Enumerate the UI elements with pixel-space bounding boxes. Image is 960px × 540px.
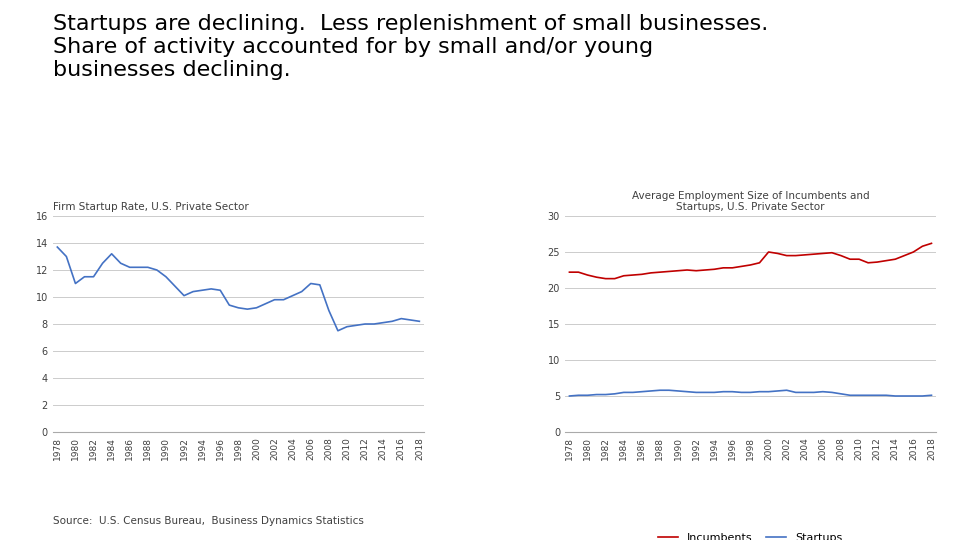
Startups (835, 390, 847, 397)
Incumbents (844, 256, 855, 262)
Incumbents (872, 259, 883, 265)
Startups (636, 388, 648, 395)
Incumbents (907, 249, 919, 255)
Incumbents (745, 262, 756, 268)
Incumbents (808, 251, 820, 258)
Startups (672, 388, 684, 394)
Startups (690, 389, 702, 396)
Incumbents (827, 249, 838, 256)
Incumbents (754, 260, 765, 266)
Incumbents (645, 269, 657, 276)
Startups (654, 387, 665, 394)
Incumbents (600, 275, 612, 282)
Incumbents (636, 271, 648, 278)
Startups (844, 392, 855, 399)
Startups (763, 388, 775, 395)
Incumbents (890, 256, 901, 262)
Incumbents (627, 272, 638, 278)
Incumbents (862, 260, 874, 266)
Incumbents (853, 256, 865, 262)
Startups (917, 393, 928, 399)
Line: Incumbents: Incumbents (569, 244, 931, 279)
Startups (590, 392, 602, 398)
Legend: Incumbents, Startups: Incumbents, Startups (654, 528, 847, 540)
Incumbents (880, 258, 892, 264)
Text: Firm Startup Rate, U.S. Private Sector: Firm Startup Rate, U.S. Private Sector (53, 202, 249, 212)
Startups (663, 387, 675, 394)
Startups (853, 392, 865, 399)
Incumbents (917, 243, 928, 249)
Startups (708, 389, 720, 396)
Startups (817, 388, 828, 395)
Startups (907, 393, 919, 399)
Startups (880, 392, 892, 399)
Startups (745, 389, 756, 396)
Startups (899, 393, 910, 399)
Incumbents (654, 269, 665, 275)
Incumbents (817, 250, 828, 256)
Startups (682, 388, 693, 395)
Incumbents (772, 250, 783, 256)
Incumbents (925, 240, 937, 247)
Incumbents (727, 265, 738, 271)
Startups (799, 389, 810, 396)
Startups (754, 388, 765, 395)
Incumbents (899, 252, 910, 259)
Incumbents (690, 267, 702, 274)
Incumbents (735, 263, 747, 269)
Startups (582, 392, 593, 399)
Startups (717, 388, 729, 395)
Startups (735, 389, 747, 396)
Incumbents (609, 275, 620, 282)
Startups (573, 392, 585, 399)
Incumbents (780, 252, 792, 259)
Startups (827, 389, 838, 396)
Startups (772, 388, 783, 394)
Incumbents (763, 249, 775, 255)
Incumbents (618, 273, 630, 279)
Incumbents (663, 268, 675, 275)
Startups (862, 392, 874, 399)
Title: Average Employment Size of Incumbents and
Startups, U.S. Private Sector: Average Employment Size of Incumbents an… (632, 191, 869, 212)
Startups (618, 389, 630, 396)
Startups (780, 387, 792, 394)
Line: Startups: Startups (569, 390, 931, 396)
Incumbents (717, 265, 729, 271)
Incumbents (573, 269, 585, 275)
Startups (700, 389, 711, 396)
Text: Startups are declining.  Less replenishment of small businesses.
Share of activi: Startups are declining. Less replenishme… (53, 14, 768, 80)
Incumbents (590, 274, 602, 280)
Text: Source:  U.S. Census Bureau,  Business Dynamics Statistics: Source: U.S. Census Bureau, Business Dyn… (53, 516, 364, 526)
Incumbents (835, 252, 847, 259)
Incumbents (672, 267, 684, 274)
Incumbents (708, 266, 720, 273)
Startups (808, 389, 820, 396)
Startups (790, 389, 802, 396)
Incumbents (790, 252, 802, 259)
Startups (645, 388, 657, 394)
Incumbents (582, 272, 593, 278)
Startups (564, 393, 575, 399)
Startups (925, 392, 937, 399)
Startups (890, 393, 901, 399)
Startups (609, 390, 620, 397)
Incumbents (564, 269, 575, 275)
Incumbents (799, 252, 810, 258)
Startups (727, 388, 738, 395)
Startups (872, 392, 883, 399)
Incumbents (682, 267, 693, 273)
Startups (627, 389, 638, 396)
Startups (600, 392, 612, 398)
Incumbents (700, 267, 711, 273)
